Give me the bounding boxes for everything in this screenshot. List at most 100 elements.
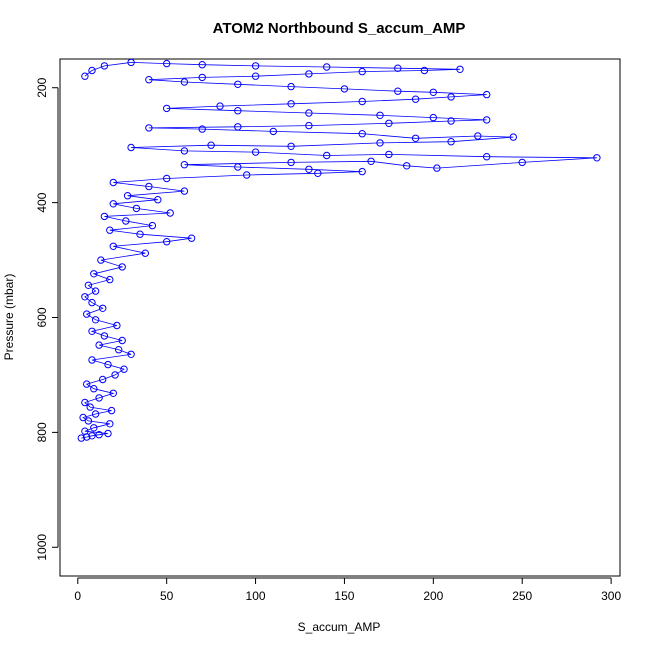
- data-point: [86, 403, 94, 411]
- data-point: [314, 169, 322, 178]
- data-point: [90, 270, 98, 278]
- data-point: [163, 104, 171, 113]
- data-point: [180, 187, 189, 195]
- data-point: [77, 434, 86, 442]
- y-axis-label: Pressure (mbar): [2, 274, 16, 361]
- data-point: [509, 133, 517, 141]
- data-point: [358, 130, 366, 138]
- x-tick-label: 150: [334, 589, 354, 603]
- data-point: [109, 178, 118, 187]
- data-point: [100, 212, 109, 221]
- data-point: [109, 242, 118, 251]
- data-point: [123, 192, 132, 200]
- data-point: [100, 332, 109, 340]
- data-point: [447, 138, 455, 146]
- data-point: [180, 147, 189, 155]
- data-point: [81, 427, 89, 435]
- data-point: [198, 125, 206, 133]
- data-point: [109, 200, 118, 208]
- data-point: [100, 62, 109, 70]
- data-point: [111, 371, 119, 379]
- data-point: [287, 142, 295, 151]
- data-point: [88, 327, 96, 335]
- data-point: [163, 238, 171, 246]
- data-point: [122, 217, 130, 225]
- data-point: [593, 154, 601, 162]
- data-point: [90, 385, 98, 393]
- x-tick-label: 100: [246, 589, 266, 603]
- data-point: [358, 97, 366, 106]
- data-point: [166, 209, 174, 217]
- x-tick-label: 300: [601, 589, 621, 603]
- data-point: [180, 78, 189, 86]
- data-point: [99, 375, 107, 384]
- x-axis: 0 50 100 150 200 250 300: [74, 577, 621, 603]
- data-point: [97, 256, 105, 264]
- data-point: [420, 66, 429, 75]
- data-point: [518, 158, 526, 167]
- data-point: [287, 82, 295, 91]
- data-point: [376, 139, 384, 147]
- data-point: [84, 281, 93, 289]
- data-point: [429, 113, 437, 122]
- x-tick-label: 250: [512, 589, 532, 603]
- y-tick-label: 600: [35, 307, 49, 327]
- data-point: [187, 234, 196, 242]
- data-point: [99, 304, 107, 312]
- data-point: [95, 431, 103, 439]
- data-point: [251, 72, 260, 80]
- data-point: [141, 249, 150, 257]
- data-point: [234, 163, 242, 171]
- data-point: [198, 73, 206, 82]
- x-tick-label: 50: [160, 589, 174, 603]
- data-point: [180, 161, 189, 169]
- data-point: [91, 410, 100, 418]
- x-tick-label: 200: [423, 589, 443, 603]
- data-point: [104, 429, 112, 438]
- data-point: [107, 406, 116, 415]
- y-tick-label: 800: [35, 422, 49, 442]
- data-point: [127, 58, 135, 67]
- data-point: [447, 117, 455, 125]
- data-point: [127, 350, 135, 358]
- data-point: [106, 275, 114, 284]
- y-tick-label: 200: [35, 77, 49, 97]
- plot-area-frame: [59, 58, 621, 577]
- data-point: [376, 111, 384, 120]
- data-point: [145, 124, 153, 132]
- data-point: [433, 164, 441, 172]
- data-point: [269, 127, 277, 136]
- data-point: [411, 134, 420, 143]
- data-point: [88, 356, 96, 364]
- data-point: [148, 221, 157, 230]
- data-point: [83, 310, 91, 318]
- data-point: [145, 76, 153, 84]
- data-point: [198, 60, 206, 69]
- data-point: [323, 151, 331, 160]
- data-point: [305, 165, 313, 174]
- data-point: [340, 85, 349, 93]
- data-point: [83, 380, 91, 388]
- data-point: [145, 182, 153, 191]
- data-point: [163, 174, 171, 183]
- data-point: [127, 143, 135, 152]
- data-point: [234, 107, 242, 115]
- data-point: [88, 432, 96, 440]
- data-point: [287, 158, 295, 167]
- data-point: [251, 62, 260, 70]
- data-point: [243, 171, 251, 179]
- data-point: [251, 148, 260, 156]
- data-point: [234, 123, 242, 131]
- data-point: [367, 157, 375, 166]
- data-point: [411, 95, 420, 103]
- data-point: [132, 204, 141, 213]
- data-point: [163, 59, 171, 68]
- data-point: [113, 321, 121, 330]
- data-point: [287, 100, 295, 108]
- data-point: [120, 365, 128, 373]
- data-point: [136, 230, 144, 238]
- data-point: [115, 346, 123, 354]
- data-point: [88, 66, 96, 75]
- data-point: [403, 162, 411, 170]
